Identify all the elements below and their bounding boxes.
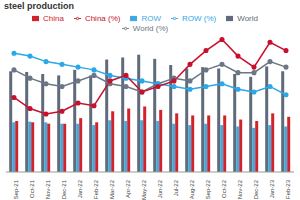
svg-text:Nov-21: Nov-21 — [45, 179, 51, 199]
svg-text:Feb-22: Feb-22 — [93, 179, 99, 199]
svg-text:Sep-21: Sep-21 — [13, 179, 19, 199]
html-text:World (%): World (%) — [132, 24, 169, 33]
svg-text:Dec-22: Dec-22 — [253, 179, 259, 199]
html-text:steel production: steel production — [4, 1, 74, 11]
html-text:ROW: ROW — [141, 14, 161, 23]
svg-text:Oct-22: Oct-22 — [221, 179, 227, 198]
html-text:World: World — [237, 14, 258, 23]
svg-text:Sep-22: Sep-22 — [205, 179, 211, 199]
html-text:China (%): China (%) — [84, 14, 121, 23]
html-text:China: China — [43, 14, 64, 23]
svg-text:Jun-22: Jun-22 — [157, 179, 163, 198]
svg-text:Jul-22: Jul-22 — [173, 179, 179, 196]
svg-text:Jan-22: Jan-22 — [77, 179, 83, 198]
svg-text:Aug-22: Aug-22 — [189, 179, 195, 199]
html-text:ROW (%): ROW (%) — [182, 14, 217, 23]
svg-text:Dec-21: Dec-21 — [61, 179, 67, 199]
svg-text:May-22: May-22 — [141, 179, 147, 200]
svg-text:Nov-22: Nov-22 — [237, 179, 243, 199]
svg-text:Jan-23: Jan-23 — [269, 179, 275, 198]
svg-text:Apr-22: Apr-22 — [125, 179, 131, 198]
svg-text:Feb-23: Feb-23 — [285, 179, 291, 199]
svg-text:Mar-22: Mar-22 — [109, 179, 115, 199]
svg-text:Oct-21: Oct-21 — [29, 179, 35, 198]
